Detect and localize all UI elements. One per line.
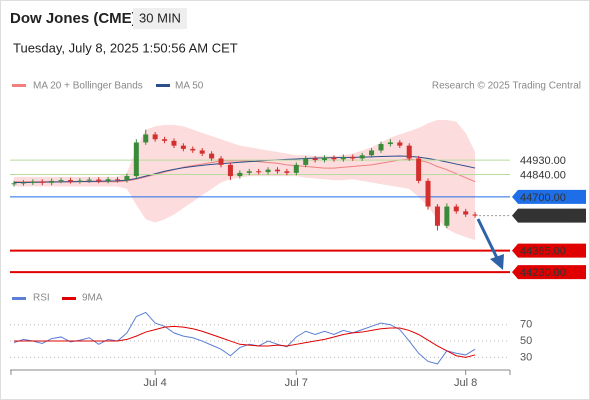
legend-swatch (62, 297, 76, 300)
level-label: 44230.00 (520, 267, 566, 279)
candle-body (340, 156, 346, 160)
plot: 44930.00 44840.00 44700.00 44365.00 44230.00… (10, 120, 586, 389)
indicator-line (13, 311, 476, 365)
candle-body (453, 206, 459, 212)
candle-body (463, 211, 469, 215)
forecast-arrowhead (490, 254, 504, 270)
candle-body (133, 142, 139, 177)
forecast-arrow (476, 218, 499, 259)
candle-body (152, 134, 158, 140)
candle-body (256, 171, 262, 173)
candle-body (246, 171, 252, 173)
x-tick-label: Jul 4 (144, 377, 167, 389)
candle-body (322, 157, 328, 161)
candle-body (227, 164, 233, 177)
candle-body (387, 142, 393, 145)
candle-body (171, 140, 177, 146)
candle-body (425, 180, 431, 207)
legend-swatch (12, 84, 26, 87)
candle-body (115, 179, 121, 181)
candle-body (162, 139, 168, 141)
level-tag (512, 189, 586, 204)
candle-body (209, 153, 215, 159)
level-label: 44840.00 (520, 169, 566, 181)
candle-body (397, 142, 403, 146)
interval-badge (133, 8, 187, 29)
candle-body (96, 179, 102, 181)
candle-body (11, 183, 17, 185)
candle-body (293, 164, 299, 173)
candle-body (378, 144, 384, 151)
x-tick-label: Jul 7 (285, 377, 308, 389)
candle-body (49, 180, 55, 183)
candle-body (406, 145, 412, 159)
candle-body (369, 150, 375, 156)
legend-swatch (156, 84, 170, 87)
candle-body (218, 158, 224, 165)
level-label: 44700.00 (520, 192, 566, 204)
candle-body (303, 158, 309, 165)
candle-body (331, 157, 337, 160)
legend-label: 9MA (82, 293, 103, 304)
y-tick-label: 70 (520, 319, 532, 331)
candle-body (58, 180, 64, 182)
candle-body (416, 158, 422, 181)
y-tick-label: 50 (520, 335, 532, 347)
timestamp: Tuesday, July 8, 2025 1:50:56 AM CET (13, 40, 238, 55)
candle-body (284, 171, 290, 173)
candle-body (237, 172, 243, 177)
candle-body (434, 206, 440, 226)
candle-body (143, 134, 149, 143)
candle-body (199, 150, 205, 154)
candle-body (20, 182, 26, 184)
y-tick-label: 30 (520, 351, 532, 363)
candle-body (312, 158, 318, 161)
legend-swatch (12, 297, 26, 300)
level-tag (512, 265, 586, 280)
candle-body (180, 145, 186, 149)
last-price-label: 44583.00 (520, 211, 566, 223)
credit: Research © 2025 Trading Central (432, 81, 581, 92)
legend-label: MA 50 (175, 81, 204, 92)
candle-body (350, 156, 356, 159)
level-tag (512, 243, 586, 258)
candle-body (105, 179, 111, 181)
candle-body (30, 181, 36, 183)
candle-body (190, 148, 196, 151)
interval: 30 MIN (139, 10, 181, 25)
last-price-tag (512, 208, 586, 223)
candle-body (265, 169, 271, 173)
candle-body (67, 180, 73, 182)
level-label: 44365.00 (520, 245, 566, 257)
level-label: 44930.00 (520, 155, 566, 167)
candle-body (444, 206, 450, 226)
candle-body (359, 155, 365, 159)
candle-body (472, 214, 478, 216)
candle-body (124, 176, 130, 181)
indicator-line (14, 325, 476, 358)
legend-label: MA 20 + Bollinger Bands (33, 81, 143, 92)
moving-average (14, 155, 476, 183)
candle-body (86, 179, 92, 181)
candle-body (39, 181, 45, 183)
x-tick-label: Jul 8 (454, 377, 477, 389)
instrument-title: Dow Jones (CME) (10, 10, 137, 27)
legend-label: RSI (33, 293, 50, 304)
candle-body (274, 169, 280, 172)
candle-body (77, 180, 83, 182)
